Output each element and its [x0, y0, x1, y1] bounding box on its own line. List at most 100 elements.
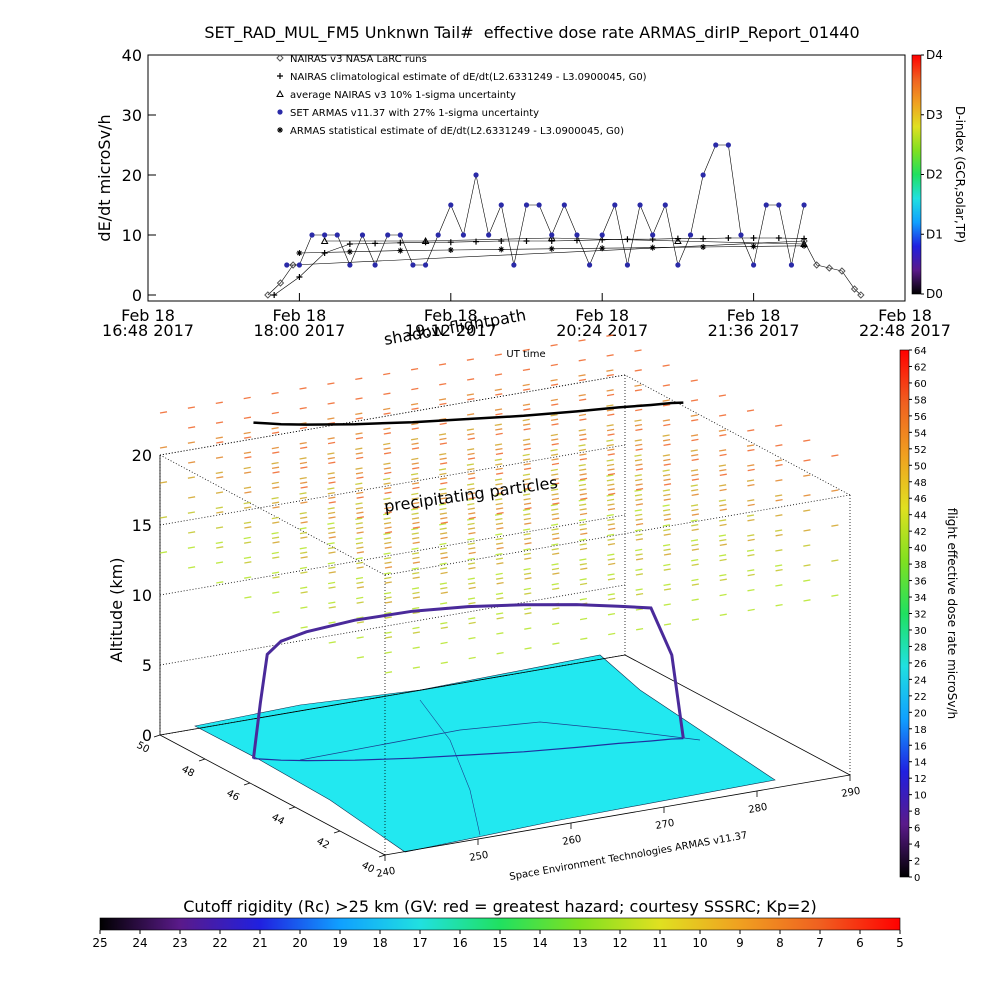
particle-dash [328, 586, 336, 589]
particle-dash [634, 489, 642, 492]
data-point [460, 232, 467, 238]
particle-dash [327, 507, 335, 510]
particle-dash [635, 443, 643, 447]
particle-dash [467, 557, 475, 561]
particle-dash [384, 616, 392, 619]
particle-dash [606, 369, 614, 372]
particle-dash [552, 572, 560, 575]
particle-dash [356, 456, 364, 460]
particle-dash [467, 448, 475, 451]
particle-dash [244, 436, 252, 439]
particle-dash [243, 451, 252, 455]
colorbar-tick-label: 52 [914, 445, 927, 456]
particle-dash [719, 523, 727, 527]
data-point [296, 274, 303, 280]
particle-dash [300, 486, 308, 489]
particle-dash [299, 461, 308, 465]
particle-dash [579, 538, 587, 542]
colorbar-tick-label: 44 [914, 511, 927, 522]
particle-dash [579, 508, 587, 511]
particle-dash [579, 512, 588, 516]
particle-dash [551, 528, 559, 531]
particle-dash [468, 531, 476, 535]
particle-dash [690, 484, 698, 487]
colorbar-tick-label: 23 [172, 936, 187, 950]
data-point [289, 261, 297, 269]
colorbar-tick-label: 18 [914, 725, 927, 736]
colorbar-tick-label: 46 [914, 494, 927, 505]
colorbar-tick-label: 34 [914, 593, 927, 604]
particle-dash [216, 581, 224, 584]
particle-dash [551, 477, 559, 481]
particle-dash [438, 398, 447, 401]
particle-dash [271, 461, 279, 465]
particle-dash [411, 567, 419, 570]
particle-dash [299, 406, 307, 410]
data-point [523, 238, 530, 244]
particle-dash [412, 576, 420, 580]
colorbar-tick-label: 58 [914, 395, 927, 406]
particle-dash [384, 566, 393, 569]
particle-dash [579, 433, 587, 437]
particle-dash [719, 593, 727, 597]
colorbar [899, 349, 910, 878]
colorbar-tick-label: 40 [914, 544, 927, 555]
particle-dash [552, 622, 560, 626]
particle-dash [411, 422, 419, 426]
particle-dash [691, 438, 699, 442]
particle-dash [578, 448, 587, 452]
particle-dash [439, 547, 448, 550]
particle-dash [691, 488, 699, 492]
particle-dash [440, 516, 448, 520]
particle-dash [634, 474, 642, 477]
plot-frame [147, 54, 906, 302]
particle-dash [188, 426, 196, 429]
particle-dash [719, 578, 727, 582]
particle-dash [384, 491, 392, 495]
particle-dash [550, 418, 559, 422]
particle-dash [719, 573, 727, 577]
colorbar-tick-label: 42 [914, 527, 927, 538]
particle-dash [272, 576, 280, 579]
particle-dash [663, 548, 671, 552]
particle-dash [440, 481, 448, 485]
particle-dash [578, 498, 586, 502]
particle-dash [524, 507, 532, 510]
particle-dash [328, 621, 336, 624]
particle-dash [243, 486, 252, 490]
particle-dash [384, 541, 392, 545]
particle-dash [719, 538, 727, 542]
particle-dash [578, 479, 586, 482]
particle-dash [775, 424, 783, 427]
colorbar-tick-label: 9 [736, 936, 744, 950]
particle-dash [300, 516, 308, 520]
colorbar-tick-label: 6 [914, 824, 920, 835]
particle-dash [384, 651, 392, 654]
particle-dash [327, 561, 335, 565]
particle-dash [496, 581, 504, 585]
particle-dash [747, 429, 755, 432]
particle-dash [440, 591, 448, 595]
colorbar-tick-label: 36 [914, 577, 927, 588]
particle-dash [747, 573, 755, 577]
particle-dash [355, 447, 363, 451]
particle-dash [635, 533, 643, 537]
box-edge [624, 654, 851, 776]
particle-dash [635, 522, 644, 526]
particle-dash [607, 433, 615, 436]
particle-dash [412, 631, 421, 634]
particle-dash [607, 577, 616, 581]
particle-dash [383, 372, 391, 376]
particle-dash [468, 582, 476, 585]
particle-dash [580, 567, 588, 571]
particle-dash [411, 427, 419, 430]
particle-dash [327, 511, 336, 515]
particle-dash [271, 571, 280, 575]
data-point [448, 202, 454, 208]
particle-dash [663, 563, 671, 567]
particle-dash [719, 453, 727, 457]
particle-dash [496, 542, 504, 545]
series-line [267, 240, 862, 296]
particle-dash [412, 536, 420, 540]
particle-dash [746, 549, 755, 552]
